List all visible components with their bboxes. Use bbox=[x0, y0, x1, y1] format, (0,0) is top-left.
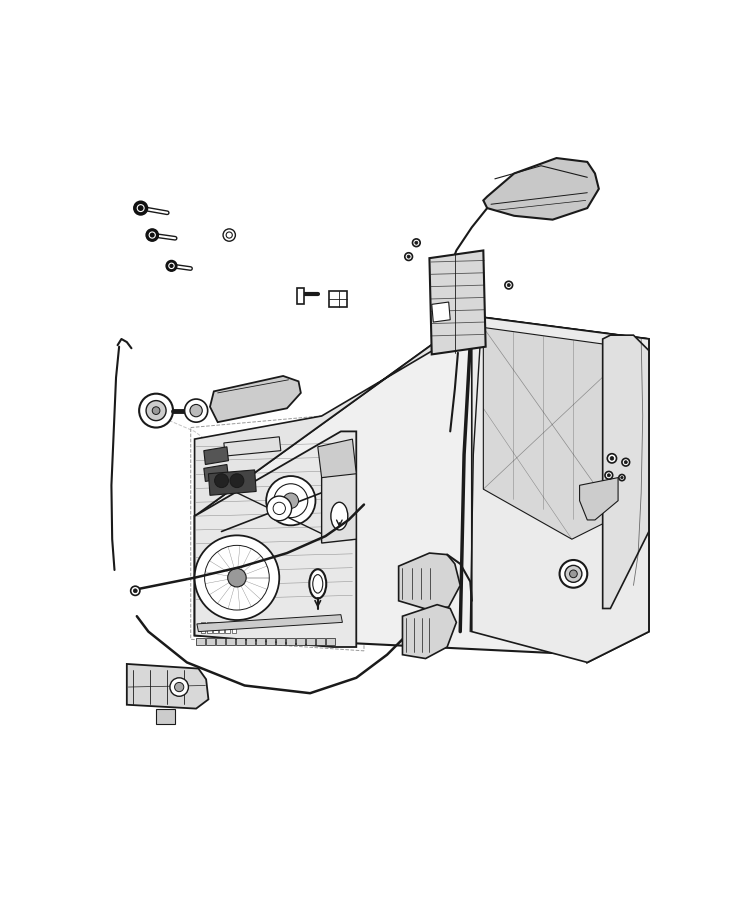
Circle shape bbox=[608, 454, 617, 463]
Circle shape bbox=[227, 569, 246, 587]
Polygon shape bbox=[329, 292, 347, 307]
Polygon shape bbox=[318, 439, 356, 478]
Circle shape bbox=[226, 232, 233, 239]
Circle shape bbox=[146, 400, 166, 420]
Polygon shape bbox=[231, 623, 236, 633]
Circle shape bbox=[146, 229, 159, 241]
Circle shape bbox=[505, 281, 513, 289]
Polygon shape bbox=[204, 464, 228, 482]
Polygon shape bbox=[579, 478, 618, 520]
Polygon shape bbox=[206, 638, 215, 645]
Circle shape bbox=[190, 404, 202, 417]
Circle shape bbox=[215, 473, 228, 488]
Circle shape bbox=[133, 589, 137, 593]
Circle shape bbox=[405, 253, 413, 260]
Circle shape bbox=[130, 586, 140, 596]
Polygon shape bbox=[402, 605, 456, 659]
Circle shape bbox=[266, 476, 316, 526]
Ellipse shape bbox=[309, 569, 326, 598]
Circle shape bbox=[565, 565, 582, 582]
Polygon shape bbox=[201, 623, 205, 633]
Polygon shape bbox=[156, 708, 176, 724]
Polygon shape bbox=[399, 554, 460, 610]
Circle shape bbox=[605, 472, 613, 479]
Circle shape bbox=[415, 241, 418, 244]
Polygon shape bbox=[483, 328, 634, 539]
Circle shape bbox=[570, 570, 577, 578]
Polygon shape bbox=[602, 335, 649, 608]
Polygon shape bbox=[196, 638, 205, 645]
Polygon shape bbox=[225, 623, 230, 633]
Circle shape bbox=[621, 476, 623, 479]
Polygon shape bbox=[297, 288, 304, 303]
Polygon shape bbox=[210, 376, 301, 422]
Polygon shape bbox=[197, 615, 342, 632]
Polygon shape bbox=[441, 270, 479, 312]
Circle shape bbox=[152, 407, 160, 415]
Polygon shape bbox=[296, 638, 305, 645]
Polygon shape bbox=[432, 302, 451, 322]
Polygon shape bbox=[322, 470, 356, 543]
Circle shape bbox=[185, 399, 207, 422]
Circle shape bbox=[608, 473, 611, 477]
Polygon shape bbox=[246, 638, 255, 645]
Circle shape bbox=[170, 678, 188, 697]
Circle shape bbox=[195, 536, 279, 620]
Polygon shape bbox=[286, 638, 295, 645]
Polygon shape bbox=[276, 638, 285, 645]
Circle shape bbox=[175, 682, 184, 692]
Circle shape bbox=[166, 260, 177, 271]
Circle shape bbox=[133, 202, 147, 215]
Polygon shape bbox=[195, 316, 649, 516]
Polygon shape bbox=[216, 638, 225, 645]
Polygon shape bbox=[483, 158, 599, 220]
Polygon shape bbox=[256, 638, 265, 645]
Polygon shape bbox=[472, 316, 649, 662]
Polygon shape bbox=[266, 638, 275, 645]
Ellipse shape bbox=[331, 502, 348, 530]
Polygon shape bbox=[213, 623, 218, 633]
Polygon shape bbox=[306, 638, 315, 645]
Circle shape bbox=[507, 284, 511, 286]
Polygon shape bbox=[316, 638, 325, 645]
Polygon shape bbox=[236, 638, 245, 645]
Circle shape bbox=[619, 474, 625, 481]
Circle shape bbox=[223, 229, 236, 241]
Polygon shape bbox=[219, 623, 224, 633]
Circle shape bbox=[413, 238, 420, 247]
Polygon shape bbox=[224, 436, 281, 456]
Polygon shape bbox=[127, 664, 208, 708]
Circle shape bbox=[610, 456, 614, 460]
Circle shape bbox=[139, 393, 173, 428]
Polygon shape bbox=[195, 431, 356, 647]
Polygon shape bbox=[204, 446, 228, 464]
Polygon shape bbox=[207, 623, 211, 633]
Circle shape bbox=[267, 496, 292, 521]
Circle shape bbox=[283, 493, 299, 508]
Circle shape bbox=[230, 473, 244, 488]
Polygon shape bbox=[208, 470, 256, 495]
Polygon shape bbox=[326, 638, 335, 645]
Circle shape bbox=[422, 606, 428, 612]
Circle shape bbox=[622, 458, 630, 466]
Polygon shape bbox=[430, 250, 485, 355]
Circle shape bbox=[559, 560, 588, 588]
Circle shape bbox=[407, 255, 411, 258]
Circle shape bbox=[624, 461, 628, 464]
Polygon shape bbox=[195, 316, 649, 662]
Polygon shape bbox=[226, 638, 235, 645]
